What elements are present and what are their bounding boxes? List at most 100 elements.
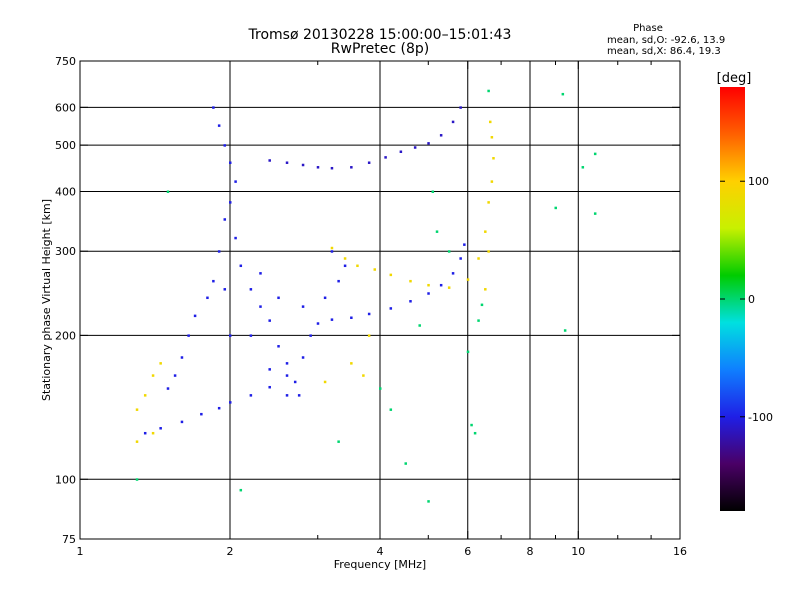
data-point (343, 264, 347, 268)
data-point (223, 144, 227, 147)
x-axis-label: Frequency [MHz] (334, 558, 426, 571)
data-point (166, 387, 170, 390)
data-point (389, 408, 393, 411)
data-point (593, 212, 597, 215)
data-point (384, 156, 387, 159)
data-point (143, 431, 147, 435)
data-point (466, 278, 470, 281)
data-point (223, 218, 227, 221)
data-point (487, 89, 490, 93)
data-point (323, 296, 327, 300)
data-point (350, 316, 353, 319)
data-point (554, 206, 557, 210)
data-point (459, 257, 462, 260)
data-point (297, 394, 301, 397)
data-point (487, 201, 490, 204)
data-point (223, 288, 227, 291)
data-point (399, 150, 403, 153)
x-tick-label: 2 (227, 545, 234, 558)
data-point (466, 350, 470, 354)
data-point (151, 374, 155, 377)
data-point (367, 312, 371, 316)
data-point (487, 250, 490, 253)
data-point (379, 387, 382, 390)
data-point (229, 201, 232, 204)
y-axis-label: Stationary phase Virtual Height [km] (40, 199, 53, 401)
data-point (268, 159, 271, 162)
data-point (477, 319, 480, 322)
data-point (151, 431, 155, 435)
data-point (249, 288, 253, 291)
data-point (212, 279, 215, 283)
data-point (484, 230, 487, 233)
data-point (234, 180, 237, 183)
data-point (459, 106, 462, 109)
data-point (187, 334, 190, 337)
data-point (285, 374, 289, 377)
data-point (212, 106, 215, 109)
data-point (409, 300, 412, 303)
stats-x-mode: mean, sd,X: 86.4, 19.3 (607, 46, 721, 57)
data-point (451, 272, 455, 275)
data-point (367, 334, 371, 337)
y-tick-label: 750 (55, 55, 76, 68)
data-point (268, 319, 271, 322)
data-point (473, 431, 477, 435)
data-point (316, 166, 320, 169)
data-point (409, 279, 412, 283)
data-point (217, 406, 221, 410)
data-point (268, 385, 271, 389)
y-tick-label: 75 (62, 533, 76, 546)
data-point (135, 408, 139, 411)
data-point (193, 314, 197, 318)
stats-heading: Phase (633, 23, 663, 34)
data-point (259, 272, 262, 275)
data-point (330, 318, 334, 321)
data-point (229, 401, 232, 404)
x-tick-label: 10 (571, 545, 585, 558)
axis-ticks: 1 2 4 6 8 10 16 75 100 200 300 400 500 600 750 (55, 55, 687, 558)
colorbar-ticks: 100 0 -100 (720, 175, 773, 424)
data-point (337, 279, 340, 283)
data-point (285, 362, 289, 365)
data-point (309, 334, 312, 337)
data-point (217, 250, 221, 253)
data-point (330, 166, 334, 170)
data-point (268, 368, 271, 371)
data-point (367, 161, 371, 164)
data-point (439, 134, 443, 137)
data-point (200, 412, 203, 416)
data-point (427, 500, 430, 503)
data-point (316, 322, 320, 325)
data-point (330, 250, 334, 253)
data-point (489, 120, 492, 124)
data-point (581, 166, 585, 169)
data-point (277, 296, 280, 300)
data-point (470, 423, 473, 427)
chart-subtitle: RwPretec (8p) (331, 41, 429, 57)
data-point (229, 161, 232, 164)
x-tick-label: 1 (77, 545, 84, 558)
data-point (447, 286, 451, 289)
y-tick-label: 600 (55, 101, 76, 114)
data-point (413, 146, 417, 149)
data-point (480, 303, 484, 307)
data-point (301, 356, 305, 359)
data-point (239, 488, 243, 492)
data-point (206, 296, 209, 300)
data-point (301, 163, 305, 167)
data-point (362, 374, 365, 377)
data-point (234, 236, 237, 240)
colorbar-tick-label: 100 (748, 175, 769, 188)
data-point (330, 246, 334, 250)
data-point (166, 190, 170, 193)
y-tick-label: 400 (55, 185, 76, 198)
data-point (561, 92, 565, 96)
data-point (435, 230, 439, 233)
data-point (389, 307, 393, 310)
data-point (356, 264, 359, 268)
data-points (135, 89, 597, 503)
data-point (463, 243, 466, 246)
y-tick-label: 100 (55, 473, 76, 486)
data-point (277, 345, 280, 348)
